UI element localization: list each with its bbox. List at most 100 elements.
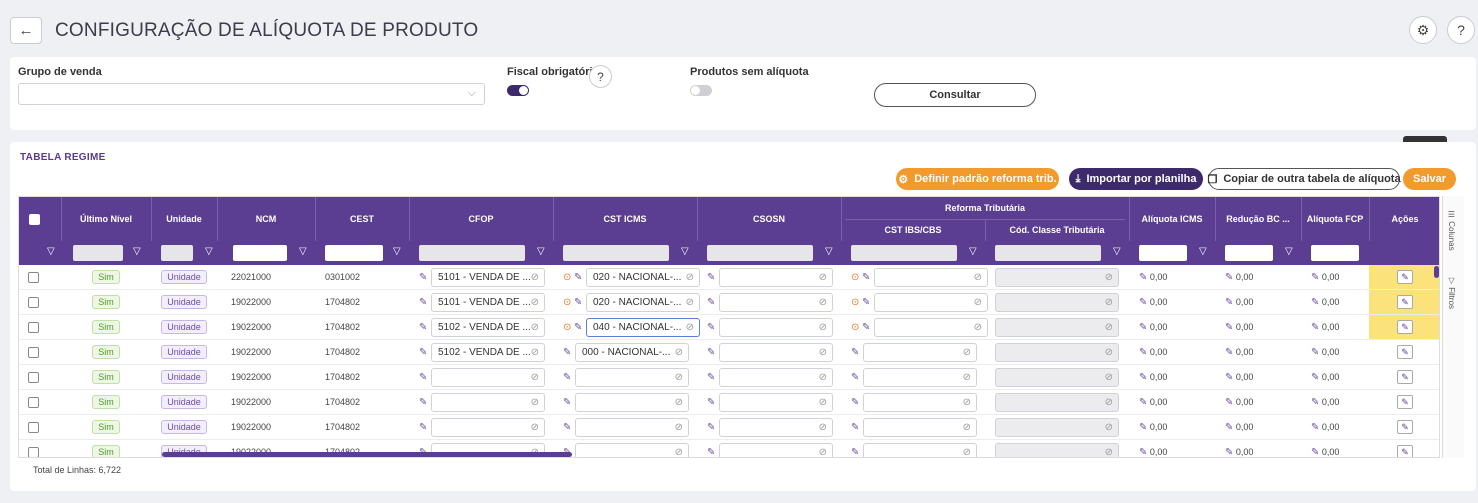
edit-row-button[interactable]: ✎ xyxy=(1397,445,1413,457)
col-cest[interactable]: CEST xyxy=(349,214,374,224)
row-checkbox[interactable] xyxy=(28,446,39,457)
clear-icon[interactable]: ⊘ xyxy=(1104,297,1113,308)
cst-ibs-input[interactable]: ⊘ xyxy=(874,318,988,337)
clear-icon[interactable]: ⊘ xyxy=(685,297,694,308)
clear-icon[interactable]: ⊘ xyxy=(674,372,683,383)
horizontal-scrollbar[interactable] xyxy=(162,452,572,457)
cst-ibs-input[interactable]: ⊘ xyxy=(863,418,977,437)
edit-row-button[interactable]: ✎ xyxy=(1397,345,1413,359)
row-checkbox[interactable] xyxy=(28,396,39,408)
filter-icon[interactable]: ▽ xyxy=(1199,246,1207,257)
cod-classe-input[interactable]: ⊘ xyxy=(995,268,1119,287)
cst-icms-input[interactable]: 040 - NACIONAL-... ⊘ xyxy=(586,318,700,337)
pencil-icon[interactable]: ✎ xyxy=(419,321,428,333)
filter-icon[interactable]: ▽ xyxy=(299,246,307,257)
filter-icon[interactable]: ▽ xyxy=(1285,246,1293,257)
clear-icon[interactable]: ⊘ xyxy=(962,447,971,458)
col-cod-classe[interactable]: Cód. Classe Tributária xyxy=(1009,225,1105,235)
clear-icon[interactable]: ⊘ xyxy=(818,372,827,383)
aliquota-fcp-cell[interactable]: ✎ 0,00 xyxy=(1311,290,1339,314)
aliquota-icms-cell[interactable]: ✎ 0,00 xyxy=(1139,415,1167,439)
cst-icms-input[interactable]: 020 - NACIONAL-... ⊘ xyxy=(586,293,700,312)
pencil-icon[interactable]: ✎ xyxy=(851,371,860,383)
pencil-icon[interactable]: ✎ xyxy=(707,446,716,458)
pencil-icon[interactable]: ✎ xyxy=(419,371,428,383)
row-checkbox[interactable] xyxy=(28,421,39,433)
side-tab-filtros[interactable]: ▽ Filtros xyxy=(1447,276,1456,309)
cfop-input[interactable]: 5101 - VENDA DE ... ⊘ xyxy=(431,293,545,312)
clear-icon[interactable]: ⊘ xyxy=(530,297,539,308)
clear-icon[interactable]: ⊘ xyxy=(685,272,694,283)
filter-ultimo-nivel[interactable] xyxy=(73,245,123,261)
col-cfop[interactable]: CFOP xyxy=(468,214,494,224)
cod-classe-input[interactable]: ⊘ xyxy=(995,418,1119,437)
col-reducao-bc[interactable]: Redução BC ... xyxy=(1226,214,1290,224)
clear-icon[interactable]: ⊘ xyxy=(973,322,982,333)
filter-cfop[interactable] xyxy=(419,245,525,261)
pencil-icon[interactable]: ✎ xyxy=(707,396,716,408)
aliquota-fcp-cell[interactable]: ✎ 0,00 xyxy=(1311,415,1339,439)
clear-icon[interactable]: ⊘ xyxy=(962,422,971,433)
clear-icon[interactable]: ⊘ xyxy=(685,322,694,333)
aliquota-fcp-cell[interactable]: ✎ 0,00 xyxy=(1311,440,1339,458)
pencil-icon[interactable]: ✎ xyxy=(419,447,427,458)
aliquota-fcp-cell[interactable]: ✎ 0,00 xyxy=(1311,390,1339,414)
aliquota-icms-cell[interactable]: ✎ 0,00 xyxy=(1139,390,1167,414)
clear-icon[interactable]: ⊘ xyxy=(818,322,827,333)
pencil-icon[interactable]: ✎ xyxy=(851,446,860,458)
cst-ibs-input[interactable]: ⊘ xyxy=(863,393,977,412)
aliquota-icms-cell[interactable]: ✎ 0,00 xyxy=(1139,265,1167,289)
clear-icon[interactable]: ⊘ xyxy=(530,397,539,408)
cfop-input[interactable]: 5102 - VENDA DE ... ⊘ xyxy=(431,318,545,337)
edit-row-button[interactable]: ✎ xyxy=(1397,420,1413,434)
cod-classe-input[interactable]: ⊘ xyxy=(995,368,1119,387)
pencil-icon[interactable]: ✎ xyxy=(862,321,871,333)
select-all-checkbox[interactable] xyxy=(29,214,40,225)
pencil-icon[interactable]: ✎ xyxy=(862,296,871,308)
cst-ibs-input[interactable]: ⊘ xyxy=(863,443,977,458)
pencil-icon[interactable]: ✎ xyxy=(707,296,716,308)
row-checkbox[interactable] xyxy=(28,271,39,283)
filter-aliquota-icms[interactable] xyxy=(1139,245,1187,261)
reducao-cell[interactable]: ✎ 0,00 xyxy=(1225,440,1253,458)
cst-ibs-input[interactable]: ⊘ xyxy=(863,343,977,362)
pencil-icon[interactable]: ✎ xyxy=(563,396,572,408)
filter-icon[interactable]: ▽ xyxy=(825,246,833,257)
reducao-cell[interactable]: ✎ 0,00 xyxy=(1225,315,1253,339)
cod-classe-input[interactable]: ⊘ xyxy=(995,343,1119,362)
csosn-input[interactable]: ⊘ xyxy=(719,268,833,287)
cod-classe-input[interactable]: ⊘ xyxy=(995,393,1119,412)
reducao-cell[interactable]: ✎ 0,00 xyxy=(1225,365,1253,389)
importar-planilha-button[interactable]: ⤓ Importar por planilha xyxy=(1069,168,1203,190)
edit-row-button[interactable]: ✎ xyxy=(1397,370,1413,384)
cod-classe-input[interactable]: ⊘ xyxy=(995,293,1119,312)
cfop-input[interactable]: ⊘ xyxy=(431,368,545,387)
produtos-sem-aliquota-toggle[interactable] xyxy=(690,85,712,96)
reducao-cell[interactable]: ✎ 0,00 xyxy=(1225,415,1253,439)
pencil-icon[interactable]: ✎ xyxy=(563,346,572,358)
row-checkbox[interactable] xyxy=(28,346,39,358)
pencil-icon[interactable]: ✎ xyxy=(851,421,860,433)
cod-classe-input[interactable]: ⊘ xyxy=(995,318,1119,337)
clear-icon[interactable]: ⊘ xyxy=(674,447,683,458)
clear-icon[interactable]: ⊘ xyxy=(962,347,971,358)
filter-aliquota-fcp[interactable] xyxy=(1311,245,1359,261)
clear-icon[interactable]: ⊘ xyxy=(530,372,539,383)
side-tab-colunas[interactable]: ☰ Colunas xyxy=(1447,210,1456,251)
clear-icon[interactable]: ⊘ xyxy=(1104,322,1113,333)
filter-icon[interactable]: ▽ xyxy=(681,246,689,257)
pencil-icon[interactable]: ✎ xyxy=(707,371,716,383)
clear-icon[interactable]: ⊘ xyxy=(1104,347,1113,358)
filter-cod-classe[interactable] xyxy=(995,245,1101,261)
clear-icon[interactable]: ⊘ xyxy=(530,347,539,358)
clear-icon[interactable]: ⊘ xyxy=(818,297,827,308)
filter-cst-icms[interactable] xyxy=(563,245,669,261)
csosn-input[interactable]: ⊘ xyxy=(719,418,833,437)
pencil-icon[interactable]: ✎ xyxy=(707,346,716,358)
pencil-icon[interactable]: ✎ xyxy=(707,271,716,283)
edit-row-button[interactable]: ✎ xyxy=(1397,320,1413,334)
clear-icon[interactable]: ⊘ xyxy=(530,322,539,333)
aliquota-icms-cell[interactable]: ✎ 0,00 xyxy=(1139,440,1167,458)
clear-icon[interactable]: ⊘ xyxy=(1104,272,1113,283)
csosn-input[interactable]: ⊘ xyxy=(719,343,833,362)
